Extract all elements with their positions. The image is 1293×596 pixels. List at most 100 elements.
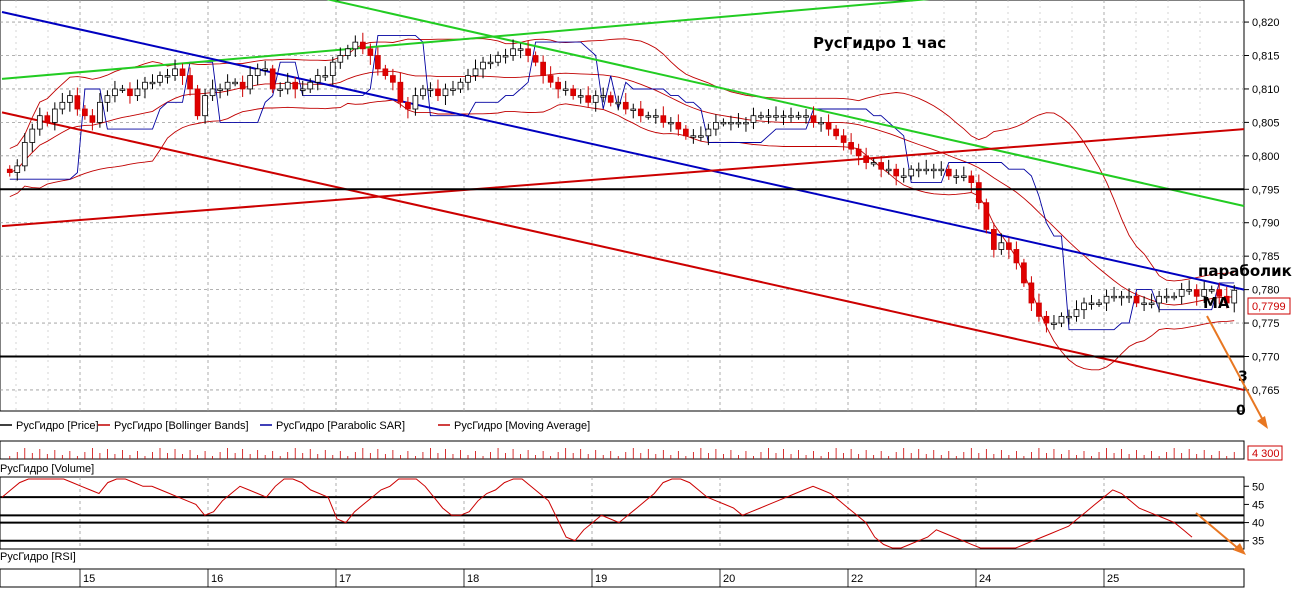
price-tick-label-1: 0,770	[1252, 351, 1280, 363]
candle-body-127	[960, 175, 967, 178]
candle-body-38	[292, 81, 299, 90]
candle-body-73	[555, 81, 561, 90]
candle-body-42	[322, 75, 329, 78]
candle-body-94	[713, 121, 719, 130]
candle-body-115	[870, 162, 877, 165]
candle-body-140	[1058, 315, 1065, 324]
candle-body-90	[683, 128, 689, 137]
price-arrow-line	[1206, 315, 1266, 425]
candle-body-66	[502, 55, 509, 58]
time-tick-label-1: 16	[211, 573, 223, 585]
rsi-axis: 35 40 45 50	[1244, 481, 1264, 548]
candle-body-10	[82, 108, 88, 117]
annotation-parabolic: параболик	[1198, 262, 1292, 280]
candle-body-109	[825, 121, 832, 130]
candle-body-99	[750, 115, 757, 123]
candles-layer	[6, 32, 1238, 333]
bollinger-upper	[9, 38, 1235, 282]
candle-body-40	[307, 81, 314, 90]
candle-body-144	[1088, 302, 1095, 305]
price-tick-label-2: 0,775	[1252, 318, 1280, 330]
candle-body-134	[1013, 249, 1020, 264]
candle-body-98	[743, 121, 749, 125]
candle-body-126	[953, 175, 960, 178]
volume-last-box	[1247, 445, 1283, 461]
price-tick-label-9: 0,810	[1252, 84, 1280, 96]
price-grid	[0, 0, 1244, 411]
candle-body-108	[818, 121, 824, 125]
candle-body-68	[517, 48, 524, 51]
candle-body-30	[232, 81, 238, 85]
price-tick-label-8: 0,805	[1252, 117, 1280, 129]
candle-body-110	[833, 128, 839, 137]
candle-body-111	[840, 135, 847, 143]
candle-body-138	[1043, 315, 1050, 324]
rsi-arrow-head	[1233, 543, 1246, 555]
rsi-panel-frame	[0, 476, 1245, 550]
legend: РусГидро [Price] РусГидро [Bollinger Band…	[0, 420, 590, 432]
candle-body-112	[848, 142, 854, 150]
candle-body-54	[412, 95, 419, 110]
trend-line-4	[1, 111, 1245, 391]
rsi-panel: РусГидро [RSI] 35 40 45 50	[0, 476, 1264, 563]
time-tick-label-7: 24	[979, 573, 991, 585]
candle-body-132	[998, 242, 1005, 250]
candle-body-55	[420, 88, 426, 97]
last-price-box	[1247, 297, 1291, 315]
legend-item-0: РусГидро [Price]	[16, 420, 99, 432]
candle-body-102	[773, 115, 779, 118]
time-tick-label-3: 18	[467, 573, 479, 585]
candle-body-91	[690, 135, 697, 138]
candle-body-88	[667, 121, 674, 125]
candle-body-44	[337, 55, 344, 63]
candle-body-32	[247, 75, 253, 90]
trend-line-3	[1, 128, 1245, 228]
price-axis: 0,765 0,770 0,775 0,780 0,785 0,790 0,795 0,800…	[1244, 17, 1280, 397]
candle-body-137	[1036, 302, 1042, 317]
candle-body-41	[314, 75, 321, 83]
time-tick-label-8: 25	[1107, 573, 1119, 585]
candle-body-87	[660, 115, 667, 123]
price-tick-label-6: 0,795	[1252, 184, 1280, 196]
annotation-3: 3	[1238, 369, 1248, 385]
price-arrow-head	[1257, 416, 1268, 429]
price-tick-label-5: 0,790	[1252, 218, 1280, 230]
candle-body-151	[1141, 302, 1147, 305]
candle-body-80	[607, 95, 614, 103]
candle-body-79	[600, 95, 607, 98]
candle-body-2	[21, 142, 28, 167]
candle-body-113	[855, 148, 862, 157]
rsi-tick-label-2: 45	[1252, 499, 1264, 511]
candle-body-4	[36, 115, 43, 130]
price-panel-frame	[0, 0, 1245, 412]
candle-body-58	[442, 88, 449, 97]
candle-body-27	[209, 88, 216, 97]
price-tick-label-0: 0,765	[1252, 385, 1280, 397]
candle-body-0	[6, 168, 13, 173]
candle-body-96	[728, 121, 734, 125]
price-tick-label-4: 0,785	[1252, 251, 1280, 263]
candle-body-43	[329, 61, 336, 76]
candle-body-67	[510, 48, 516, 56]
candle-body-56	[427, 88, 434, 91]
candle-body-150	[1133, 295, 1140, 304]
candle-body-162	[1223, 295, 1230, 304]
annotations-layer: параболик МА 3 0	[1195, 262, 1292, 555]
parabolic-sar-line	[9, 34, 1235, 331]
chart-title: РусГидро 1 час	[813, 34, 946, 52]
candle-body-159	[1201, 289, 1208, 297]
candle-body-131	[991, 229, 997, 250]
candle-body-9	[74, 95, 81, 110]
last-price-label: 0,7799	[1252, 301, 1286, 313]
candle-body-65	[495, 55, 501, 63]
candle-body-92	[698, 135, 704, 138]
candle-body-60	[457, 81, 464, 90]
candle-body-74	[562, 88, 569, 91]
time-tick-label-0: 15	[83, 573, 95, 585]
candle-body-33	[254, 68, 261, 76]
volume-bars	[9, 448, 1235, 459]
candle-body-29	[224, 81, 231, 90]
candle-body-100	[758, 115, 764, 118]
rsi-arrow-line	[1195, 512, 1241, 551]
